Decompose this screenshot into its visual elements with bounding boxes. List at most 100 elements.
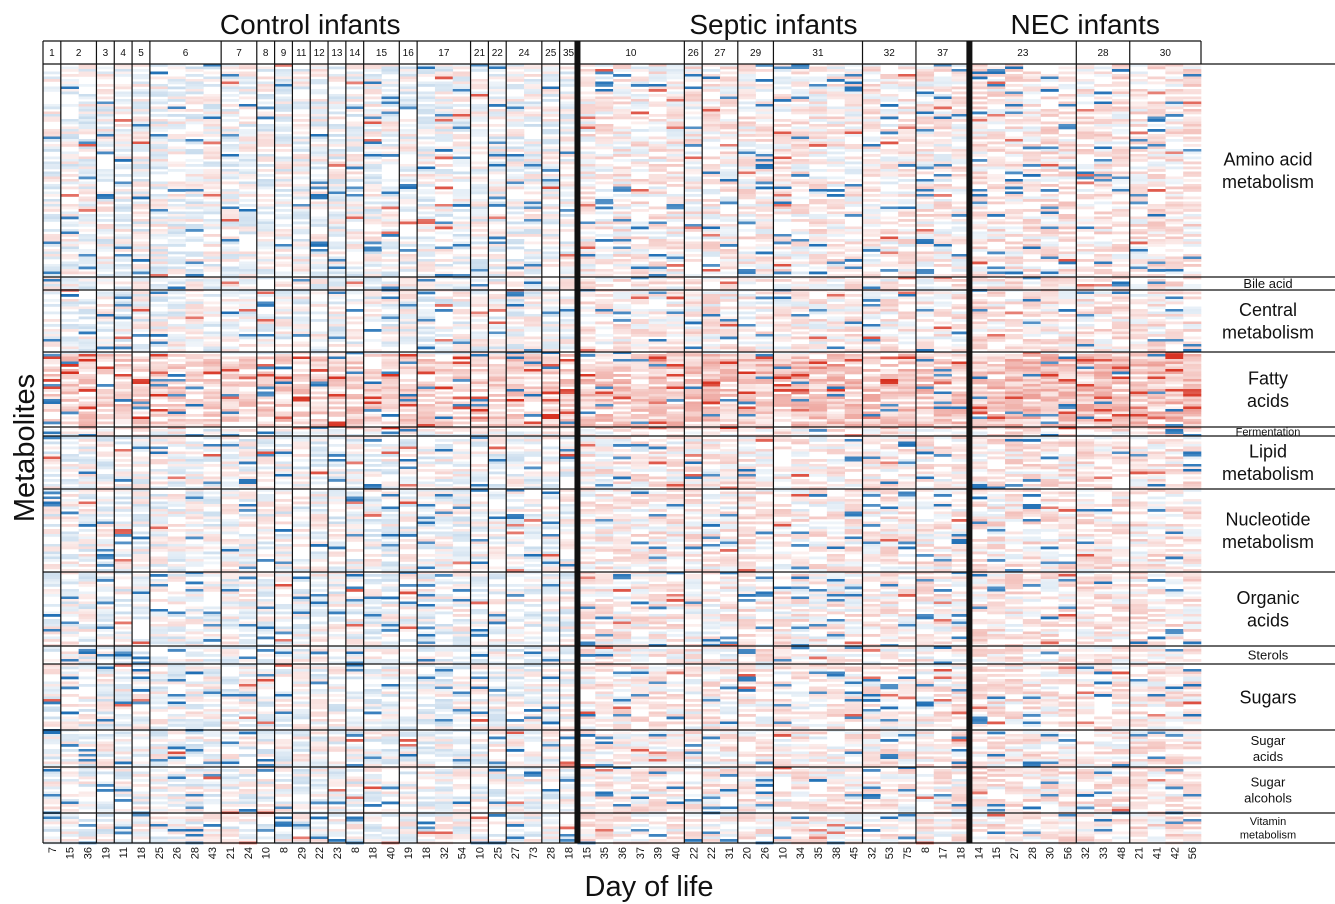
heatmap-cell xyxy=(345,511,364,515)
heatmap-cell xyxy=(149,386,169,390)
heatmap-cell xyxy=(96,226,115,230)
heatmap-cell xyxy=(399,96,418,100)
heatmap-cell xyxy=(149,319,169,322)
heatmap-cell xyxy=(310,116,329,120)
heatmap-cell xyxy=(274,401,293,405)
heatmap-cell xyxy=(60,254,79,257)
heatmap-cell xyxy=(221,636,240,640)
heatmap-cell xyxy=(167,476,186,480)
heatmap-cell xyxy=(167,81,186,85)
heatmap-cell xyxy=(221,619,240,622)
heatmap-cell xyxy=(274,324,293,327)
heatmap-cell xyxy=(328,361,347,365)
heatmap-cell xyxy=(132,131,151,135)
heatmap-cell xyxy=(167,389,186,392)
heatmap-cell xyxy=(345,611,364,615)
heatmap-cell xyxy=(399,499,418,502)
heatmap-cell xyxy=(149,261,169,265)
heatmap-cell xyxy=(60,91,79,95)
heatmap-cell xyxy=(381,651,400,655)
heatmap-cell xyxy=(185,581,204,585)
heatmap-cell xyxy=(363,329,382,332)
heatmap-cell xyxy=(238,791,258,795)
heatmap-cell xyxy=(221,111,240,115)
heatmap-cell xyxy=(274,506,293,510)
heatmap-cell xyxy=(60,326,79,330)
heatmap-cell xyxy=(292,356,311,360)
heatmap-cell xyxy=(114,236,133,240)
heatmap-cell xyxy=(221,279,240,282)
heatmap-cell xyxy=(363,504,382,507)
heatmap-cell xyxy=(363,156,382,160)
heatmap-cell xyxy=(43,621,62,625)
heatmap-cell xyxy=(132,256,151,260)
heatmap-cell xyxy=(399,311,418,315)
heatmap-cell xyxy=(149,694,169,697)
heatmap-cell xyxy=(60,426,79,430)
heatmap-cell xyxy=(167,314,186,317)
heatmap-cell xyxy=(399,129,418,132)
heatmap-cell xyxy=(149,274,169,277)
heatmap-cell xyxy=(399,359,418,362)
heatmap-cell xyxy=(274,414,293,417)
heatmap-cell xyxy=(328,561,347,565)
heatmap-cell xyxy=(399,71,418,75)
heatmap-cell xyxy=(60,634,79,637)
heatmap-cell xyxy=(149,746,169,750)
heatmap-cell xyxy=(292,536,311,540)
heatmap-cell xyxy=(114,726,133,730)
heatmap-cell xyxy=(78,74,97,77)
heatmap-cell xyxy=(417,299,436,302)
heatmap-cell xyxy=(256,241,275,245)
heatmap-cell xyxy=(434,404,454,407)
heatmap-cell xyxy=(203,346,222,350)
heatmap-cell xyxy=(256,319,275,322)
heatmap-cell xyxy=(292,114,311,117)
heatmap-cell xyxy=(167,79,186,82)
heatmap-cell xyxy=(417,569,436,572)
heatmap-cell xyxy=(310,651,329,655)
heatmap-cell xyxy=(203,749,222,752)
heatmap-cell xyxy=(60,369,79,372)
heatmap-cell xyxy=(132,94,151,97)
heatmap-cell xyxy=(363,671,382,675)
heatmap-cell xyxy=(78,161,97,165)
heatmap-cell xyxy=(43,119,62,122)
heatmap-cell xyxy=(238,471,258,475)
heatmap-cell xyxy=(132,119,151,122)
heatmap-cell xyxy=(310,121,329,125)
heatmap-cell xyxy=(114,316,133,320)
heatmap-cell xyxy=(167,239,186,242)
heatmap-cell xyxy=(221,436,240,440)
heatmap-cell xyxy=(167,366,186,370)
heatmap-cell xyxy=(256,159,275,162)
heatmap-cell xyxy=(274,569,293,572)
heatmap-cell xyxy=(381,449,400,452)
heatmap-cell xyxy=(78,84,97,87)
heatmap-cell xyxy=(310,741,329,745)
heatmap-cell xyxy=(203,429,222,432)
heatmap-cell xyxy=(363,214,382,217)
heatmap-cell xyxy=(399,441,418,445)
heatmap-cell xyxy=(203,334,222,337)
heatmap-cell xyxy=(310,656,329,660)
heatmap-cell xyxy=(238,79,258,82)
heatmap-cell xyxy=(434,186,454,190)
heatmap-cell xyxy=(114,259,133,262)
heatmap-cell xyxy=(274,411,293,415)
heatmap-cell xyxy=(43,199,62,202)
heatmap-cell xyxy=(78,431,97,435)
heatmap-cell xyxy=(417,564,436,567)
heatmap-cell xyxy=(221,601,240,605)
heatmap-cell xyxy=(132,559,151,562)
heatmap-cell xyxy=(114,86,133,90)
heatmap-cell xyxy=(60,594,79,597)
heatmap-cell xyxy=(114,216,133,220)
heatmap-cell xyxy=(417,604,436,607)
heatmap-cell xyxy=(363,141,382,145)
heatmap-cell xyxy=(167,441,186,445)
heatmap-cell xyxy=(78,606,97,610)
heatmap-cell xyxy=(167,674,186,677)
heatmap-cell xyxy=(328,554,347,557)
heatmap-cell xyxy=(381,766,400,770)
